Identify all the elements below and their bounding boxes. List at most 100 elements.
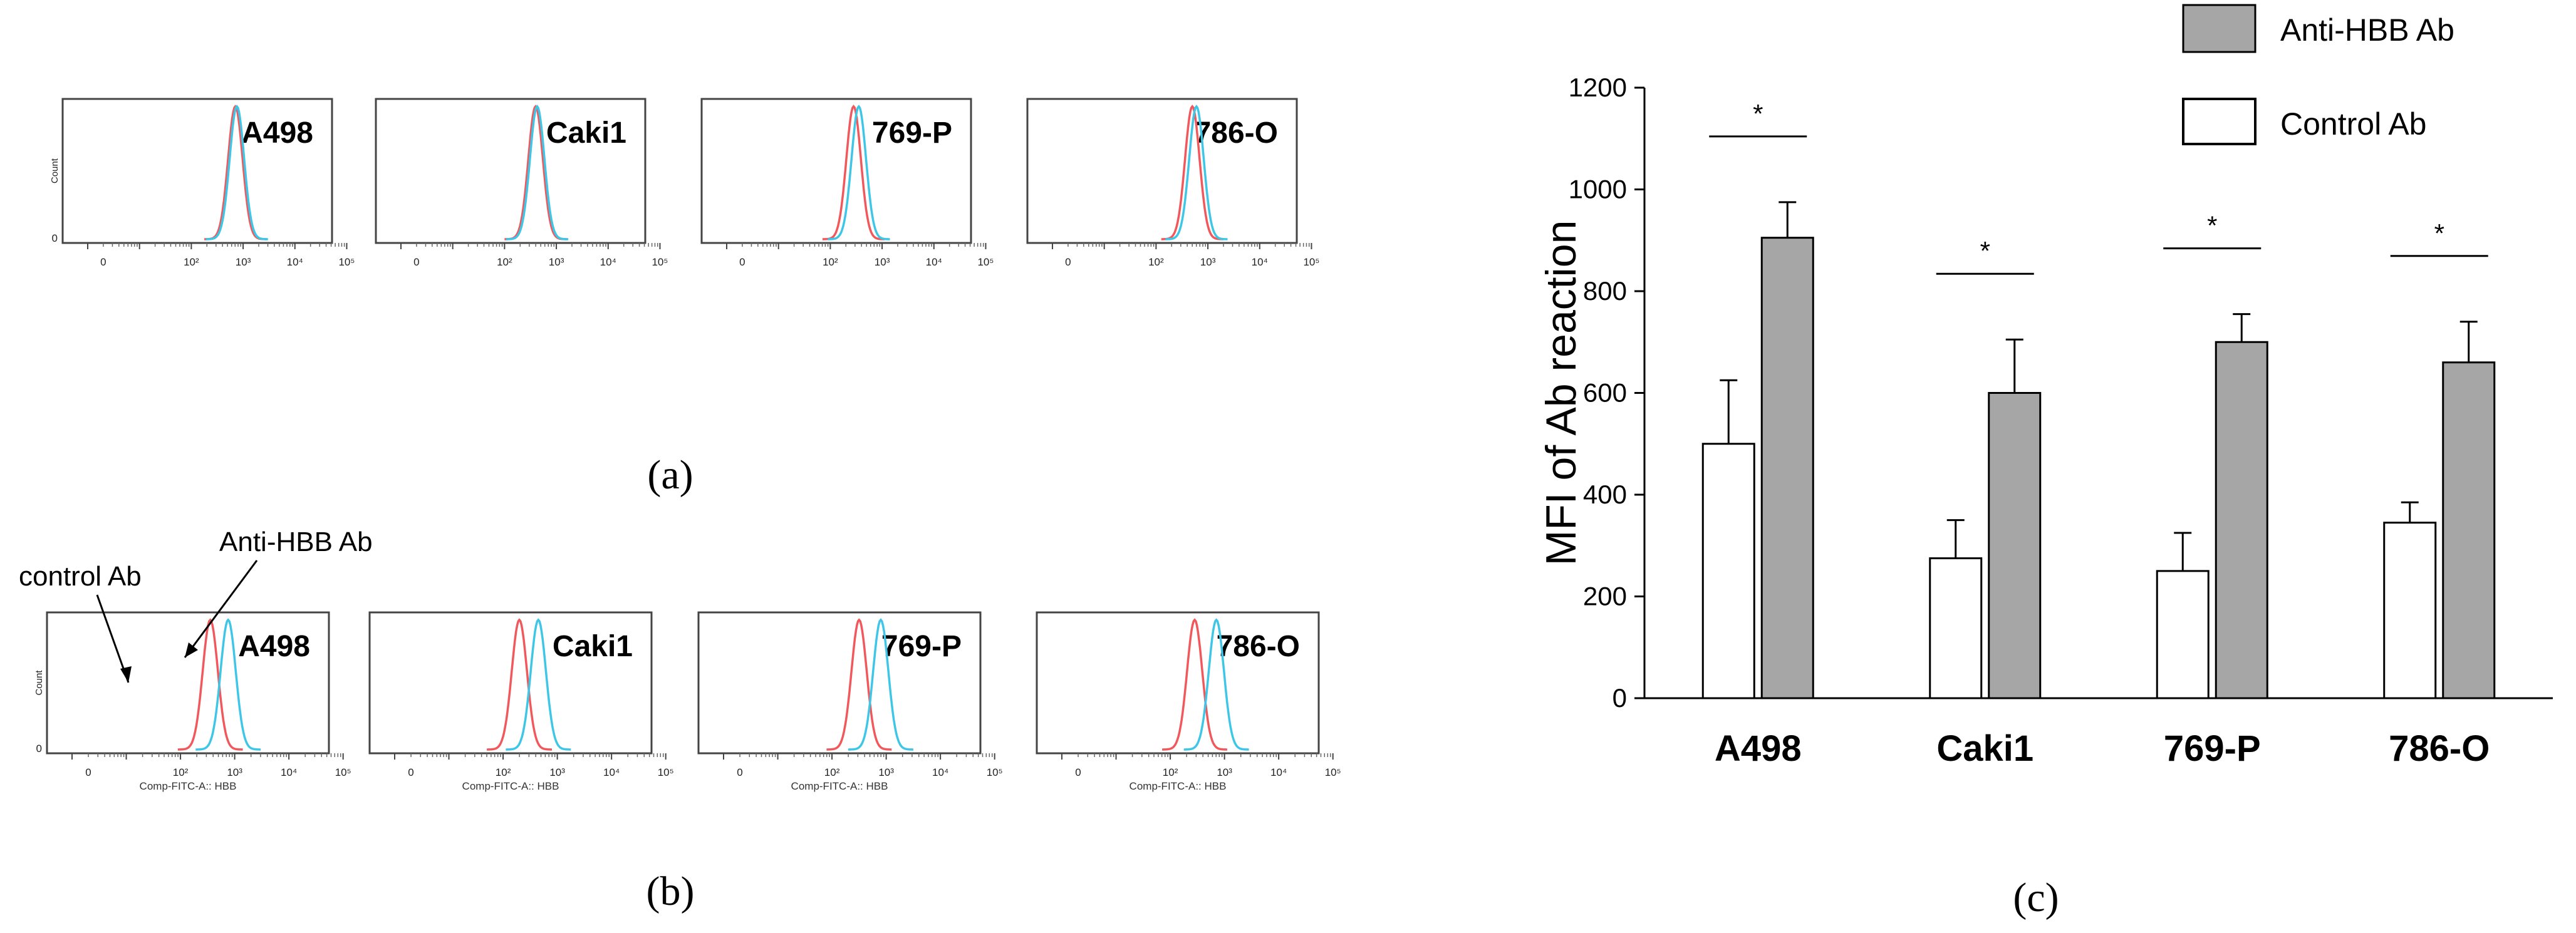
- x-tick-label: 10⁵: [338, 256, 355, 268]
- control-ab-arrow: [96, 594, 130, 683]
- histogram-A498: A498 Count 0 0 10² 10³ 10⁴ 10⁵: [49, 98, 355, 268]
- x-tick-label: 10⁵: [652, 256, 668, 268]
- x-tick-label: 10⁴: [932, 766, 948, 778]
- x-tick-label: 10²: [824, 766, 840, 778]
- control-ab-curve: [826, 618, 892, 751]
- x-tick-label: 10³: [549, 766, 565, 778]
- histogram-frame: [46, 611, 330, 755]
- x-tick-label: 10³: [227, 766, 242, 778]
- anti-hbb-ab-curve: [828, 105, 890, 240]
- y-tick-label: 1200: [1569, 73, 1627, 102]
- y-tick-label: 1000: [1569, 175, 1627, 204]
- panel-c-bar-chart: 0 200 400 600 800 1000 1200 MFI of Ab reaction *…: [1537, 4, 2553, 769]
- x-tick-label: 10⁴: [281, 766, 297, 778]
- x-tick-label: 10³: [875, 256, 890, 268]
- x-tick-label: 10²: [184, 256, 199, 268]
- anti-hbb-ab-bar: [2215, 341, 2268, 699]
- legend-control-ab-swatch: [2182, 98, 2257, 145]
- control-ab-curve: [487, 618, 552, 751]
- y-tick-label: 200: [1583, 582, 1627, 611]
- x-tick-label: 10⁴: [926, 256, 942, 268]
- histogram-title: Caki1: [553, 630, 633, 663]
- control-ab-curve: [1161, 105, 1223, 240]
- x-category-label: A498: [1715, 728, 1802, 769]
- x-axis-label: Comp-FITC-A:: HBB: [140, 780, 237, 792]
- x-tick-label: 10²: [1148, 256, 1164, 268]
- anti-hbb-ab-curve: [1183, 618, 1249, 751]
- panel-b-annotations: control Ab Anti-HBB Ab: [19, 527, 373, 683]
- x-tick-label: 10⁵: [335, 766, 351, 778]
- x-tick-label: 10²: [496, 766, 511, 778]
- y-tick-label: 0: [52, 232, 58, 244]
- x-category-label: 769-P: [2164, 728, 2261, 769]
- histogram-title: 769-P: [872, 116, 952, 150]
- anti-hbb-ab-curve: [506, 618, 571, 751]
- anti-hbb-ab-bar: [1760, 237, 1814, 699]
- histogram-title: A498: [241, 116, 313, 150]
- histogram-frame: [375, 98, 647, 244]
- x-tick-label: 10²: [497, 256, 512, 268]
- histogram-title: 769-P: [881, 630, 962, 663]
- anti-hbb-ab-curve: [506, 105, 569, 240]
- x-tick-label: 10⁴: [1270, 766, 1287, 778]
- histogram-title: A498: [238, 630, 310, 663]
- y-tick-label: 800: [1583, 276, 1627, 306]
- control-ab-curve: [823, 105, 885, 240]
- legend-anti-hbb-ab-swatch: [2182, 4, 2257, 53]
- anti-hbb-ab-arrowhead: [185, 642, 198, 657]
- panel-b-label: (b): [647, 869, 695, 914]
- legend: Anti-HBB Ab Control Ab: [2182, 4, 2454, 145]
- significance-star: *: [1980, 236, 1990, 265]
- panel-a-label: (a): [647, 452, 693, 498]
- control-ab-curve: [1162, 618, 1227, 751]
- y-axis-label: Count: [49, 158, 60, 183]
- x-tick-label: 0: [100, 256, 106, 268]
- significance-star: *: [2207, 211, 2217, 240]
- x-tick-label: 10⁴: [287, 256, 303, 268]
- anti-hbb-ab-curve: [195, 618, 261, 751]
- x-axis-label: Comp-FITC-A:: HBB: [1130, 780, 1227, 792]
- control-ab-bar: [1701, 443, 1755, 699]
- y-tick-label: 0: [1613, 683, 1627, 713]
- histogram-786-O: 786-O 0 10² 10³ 10⁴ 10⁵: [1026, 98, 1319, 268]
- anti-hbb-ab-bar: [2442, 361, 2496, 699]
- x-tick-label: 10⁴: [1252, 256, 1268, 268]
- histogram-frame: [1036, 611, 1320, 755]
- x-tick-label: 10⁴: [603, 766, 620, 778]
- x-category-label: 786-O: [2389, 728, 2490, 769]
- histogram-title: Caki1: [546, 116, 626, 150]
- histogram-title: 786-O: [1195, 116, 1278, 150]
- x-tick-label: 0: [737, 766, 742, 778]
- histogram-title: 786-O: [1217, 630, 1300, 663]
- x-tick-label: 10⁵: [658, 766, 674, 778]
- x-tick-label: 10³: [1200, 256, 1216, 268]
- x-category-label: Caki1: [1936, 728, 2033, 769]
- histogram-frame: [1026, 98, 1298, 244]
- y-axis-label: MFI of Ab reaction: [1537, 220, 1585, 566]
- x-tick-label: 10³: [1217, 766, 1232, 778]
- y-tick-label: 400: [1583, 480, 1627, 509]
- y-axis-label: Count: [34, 670, 44, 696]
- control-ab-arrowhead: [120, 666, 132, 683]
- y-tick-label: 0: [36, 743, 42, 755]
- legend-anti-hbb-ab-label: Anti-HBB Ab: [2280, 13, 2454, 48]
- x-tick-label: 10³: [878, 766, 894, 778]
- anti-hbb-ab-bar: [1988, 392, 2042, 699]
- control-ab-bar: [1929, 557, 1983, 699]
- anti-hbb-ab-curve: [848, 618, 913, 751]
- significance-star: *: [2434, 219, 2444, 248]
- anti-hbb-ab-curve: [1165, 105, 1228, 240]
- x-axis-label: Comp-FITC-A:: HBB: [462, 780, 559, 792]
- x-tick-label: 0: [1075, 766, 1081, 778]
- histogram-Caki1: Caki1 0 10² 10³ 10⁴ 10⁵: [375, 98, 668, 268]
- panel-a-histograms: A498 Count 0 0 10² 10³ 10⁴ 10⁵ Caki1 0 10² 10³ 10⁴ 10…: [49, 98, 1319, 268]
- x-tick-label: 10⁵: [977, 256, 994, 268]
- significance-star: *: [1753, 99, 1763, 128]
- x-tick-label: 10⁵: [1303, 256, 1319, 268]
